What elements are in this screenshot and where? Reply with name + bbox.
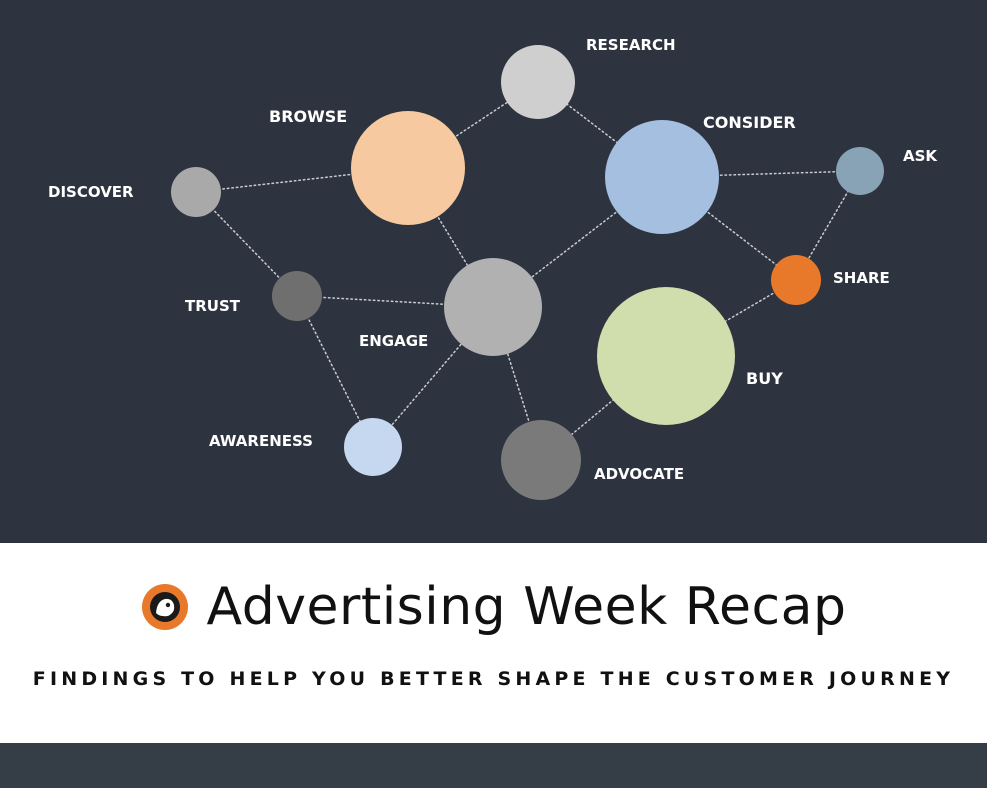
- edge-discover-browse: [195, 167, 409, 193]
- node-share: [771, 255, 821, 305]
- node-label-consider: CONSIDER: [703, 113, 796, 132]
- node-label-engage: ENGAGE: [359, 332, 428, 350]
- node-label-research: RESEARCH: [586, 36, 676, 54]
- node-browse: [351, 111, 465, 225]
- node-discover: [171, 167, 221, 217]
- node-label-share: SHARE: [833, 269, 890, 287]
- node-research: [501, 45, 575, 119]
- page-subtitle: FINDINGS TO HELP YOU BETTER SHAPE THE CU…: [32, 668, 955, 690]
- node-label-buy: BUY: [746, 369, 783, 388]
- node-label-discover: DISCOVER: [48, 183, 134, 201]
- node-awareness: [344, 418, 402, 476]
- footer-bar: [0, 743, 987, 788]
- customer-journey-diagram: RESEARCH BROWSE CONSIDER ASK DISCOVER SHARE TR…: [0, 0, 987, 543]
- node-engage: [444, 258, 542, 356]
- node-label-awareness: AWARENESS: [209, 432, 313, 450]
- node-label-ask: ASK: [903, 147, 938, 165]
- title-band: Advertising Week Recap FINDINGS TO HELP …: [0, 543, 987, 743]
- labels-layer: RESEARCH BROWSE CONSIDER ASK DISCOVER SHARE TR…: [48, 36, 938, 483]
- node-label-trust: TRUST: [185, 297, 241, 315]
- node-label-browse: BROWSE: [269, 107, 347, 126]
- node-consider: [605, 120, 719, 234]
- node-label-advocate: ADVOCATE: [594, 465, 684, 483]
- network-graph: RESEARCH BROWSE CONSIDER ASK DISCOVER SHARE TR…: [48, 36, 938, 500]
- node-ask: [836, 147, 884, 195]
- nodes-layer: [171, 45, 884, 500]
- page-title: Advertising Week Recap: [206, 577, 847, 637]
- edge-engage-awareness: [372, 306, 494, 448]
- title-row: Advertising Week Recap: [0, 571, 987, 643]
- node-trust: [272, 271, 322, 321]
- node-buy: [597, 287, 735, 425]
- node-advocate: [501, 420, 581, 500]
- edges-layer: [195, 81, 861, 461]
- orange-circle-mascot-icon: [141, 584, 188, 630]
